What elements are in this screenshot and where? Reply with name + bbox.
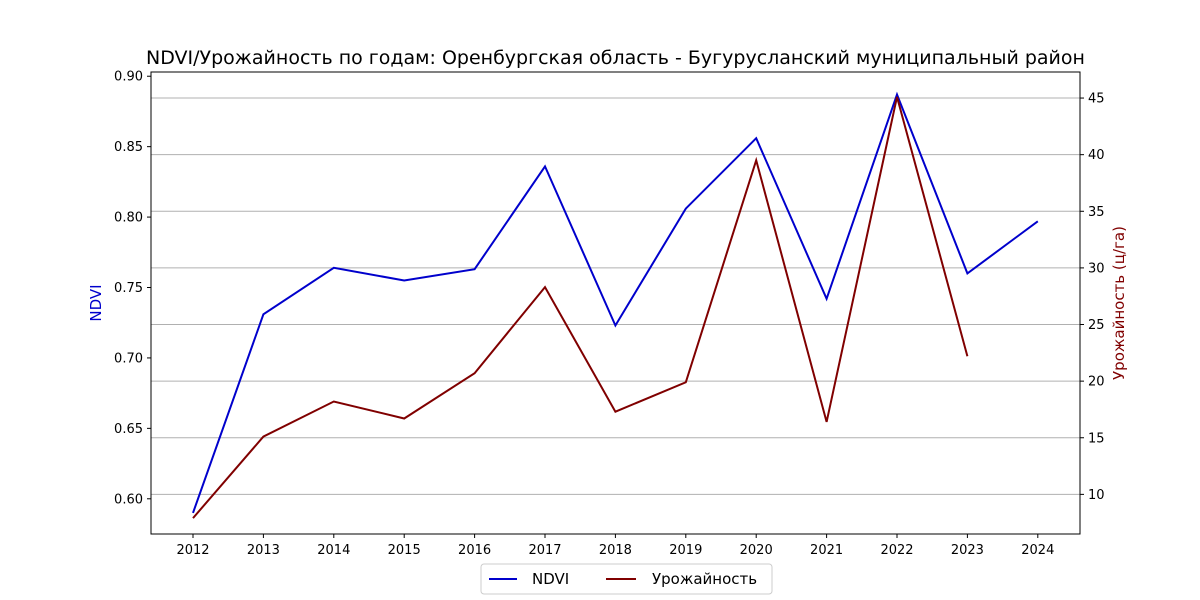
y2-axis-title: Урожайность (ц/га) [1110,226,1128,380]
x-tick-label: 2018 [599,543,632,558]
x-tick-label: 2020 [740,543,773,558]
legend: NDVI Урожайность [480,563,773,595]
legend-label-yield: Урожайность [652,570,757,588]
x-tick-label: 2017 [528,543,561,558]
y-tick-label: 0.65 [114,422,143,437]
y-tick-label: 0.85 [114,140,143,155]
legend-label-ndvi: NDVI [532,570,569,588]
y-tick-label: 0.80 [114,211,143,226]
y-tick-label: 0.70 [114,351,143,366]
series-line-ndvi [192,91,1039,514]
x-tick-label: 2016 [458,543,491,558]
grid-lines [151,97,1080,495]
y2-tick-label: 45 [1088,92,1105,107]
y2-tick-label: 10 [1088,488,1105,503]
x-tick-label: 2013 [247,543,280,558]
x-tick-label: 2019 [669,543,702,558]
x-tick-label: 2023 [951,543,984,558]
y2-tick-label: 35 [1088,205,1105,220]
y2-tick-label: 30 [1088,261,1105,276]
y2-tick-label: 40 [1088,148,1105,163]
y2-tick-label: 15 [1088,431,1105,446]
x-tick-label: 2021 [810,543,843,558]
y-tick-label: 0.75 [114,281,143,296]
x-tick-label: 2014 [317,543,350,558]
y2-tick-label: 25 [1088,318,1105,333]
y-tick-label: 0.60 [114,492,143,507]
plot-area [150,71,1081,535]
x-tick-label: 2022 [880,543,913,558]
x-tick-label: 2012 [176,543,209,558]
y-axis-title: NDVI [87,284,105,321]
chart-title: NDVI/Урожайность по годам: Оренбургская … [146,47,1085,69]
axis-ticks: 0.60 0.65 0.70 0.75 0.80 0.85 0.90 10 15 20 25 30 35… [114,70,1105,558]
series-lines [192,91,1039,519]
x-tick-label: 2024 [1021,543,1054,558]
y-tick-label: 0.90 [114,70,143,85]
series-line-yield [192,96,969,519]
y2-tick-label: 20 [1088,375,1105,390]
x-tick-label: 2015 [388,543,421,558]
